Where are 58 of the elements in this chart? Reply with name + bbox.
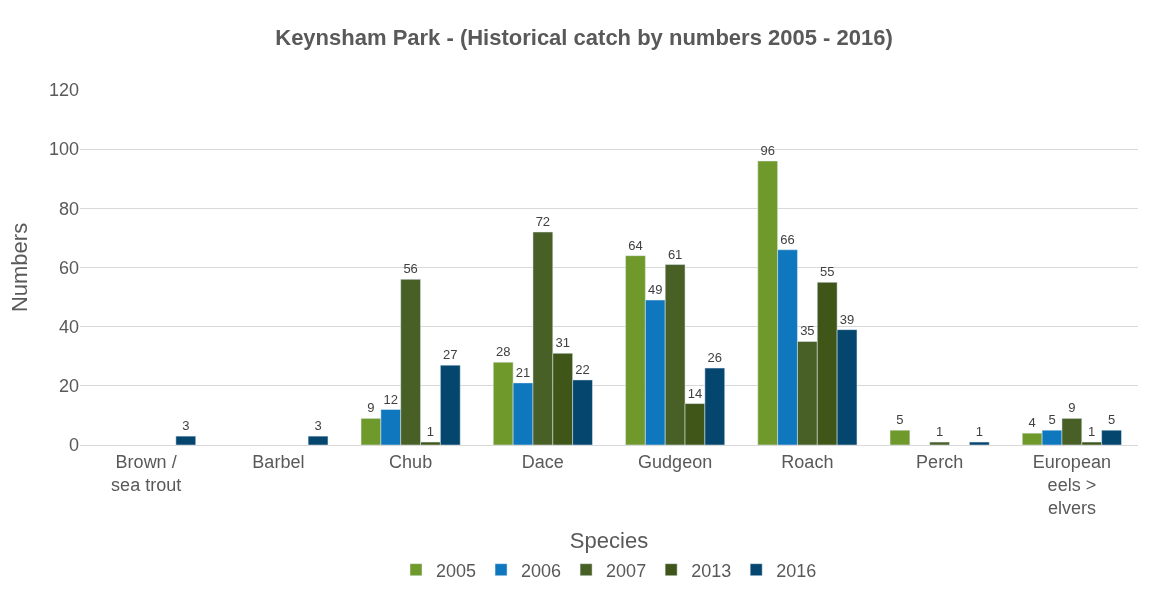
x-tick-label: Chub <box>389 451 433 472</box>
data-label: 1 <box>1088 424 1096 440</box>
data-label: 1 <box>426 424 435 440</box>
data-label: 49 <box>648 282 663 298</box>
x-axis-title: Species <box>569 528 649 554</box>
y-tick-label: 120 <box>48 80 79 101</box>
bar <box>175 435 196 445</box>
data-label: 35 <box>800 323 815 339</box>
data-label: 21 <box>515 364 531 380</box>
bar <box>307 435 329 445</box>
data-label: 12 <box>383 391 399 407</box>
data-label: 3 <box>314 418 322 434</box>
y-tick-label: 0 <box>68 435 79 456</box>
data-label: 9 <box>367 400 375 416</box>
legend-label: 2016 <box>776 560 817 581</box>
x-tick-label: Dace <box>521 451 564 472</box>
data-label: 1 <box>936 424 944 440</box>
data-label: 96 <box>760 143 775 158</box>
legend-label: 2005 <box>436 560 477 581</box>
y-tick-label: 100 <box>48 139 79 160</box>
data-label: 22 <box>575 361 590 377</box>
legend-label: 2007 <box>606 560 647 581</box>
x-tick-label: Brown / sea trout <box>111 451 182 495</box>
data-label: 66 <box>780 231 795 247</box>
y-tick-label: 40 <box>58 316 79 337</box>
data-label: 1 <box>975 424 983 440</box>
data-label: 28 <box>495 344 511 360</box>
y-tick-label: 60 <box>58 257 79 278</box>
data-label: 64 <box>628 237 643 253</box>
data-label: 31 <box>555 335 570 351</box>
data-label: 39 <box>839 311 855 327</box>
data-label: 4 <box>1028 415 1036 431</box>
legend-label: 2006 <box>521 560 562 581</box>
data-label: 61 <box>667 246 683 262</box>
data-label: 72 <box>535 214 551 229</box>
x-tick-label: Perch <box>916 451 964 472</box>
x-tick-label: Gudgeon <box>638 451 713 472</box>
data-label: 14 <box>687 385 703 401</box>
data-label: 55 <box>819 264 835 280</box>
y-tick-label: 80 <box>58 198 79 219</box>
data-label: 5 <box>1107 412 1116 428</box>
y-tick-label: 20 <box>58 376 79 397</box>
data-label: 5 <box>1048 412 1056 428</box>
bar <box>929 441 950 445</box>
bar <box>969 441 990 445</box>
chart-title: Keynsham Park - (Historical catch by numbers 2005 - 2016) <box>275 25 893 51</box>
x-tick-label: European eels > elvers <box>1032 451 1111 519</box>
x-tick-label: Barbel <box>252 451 305 472</box>
data-label: 26 <box>707 350 723 366</box>
data-label: 3 <box>182 418 190 434</box>
bar <box>889 429 911 445</box>
data-label: 27 <box>443 347 458 363</box>
data-label: 9 <box>1068 400 1076 416</box>
x-tick-label: Roach <box>781 451 834 472</box>
data-label: 5 <box>896 412 904 428</box>
data-label: 56 <box>403 261 418 277</box>
y-axis-title: Numbers <box>6 222 32 313</box>
legend-label: 2013 <box>691 560 732 581</box>
